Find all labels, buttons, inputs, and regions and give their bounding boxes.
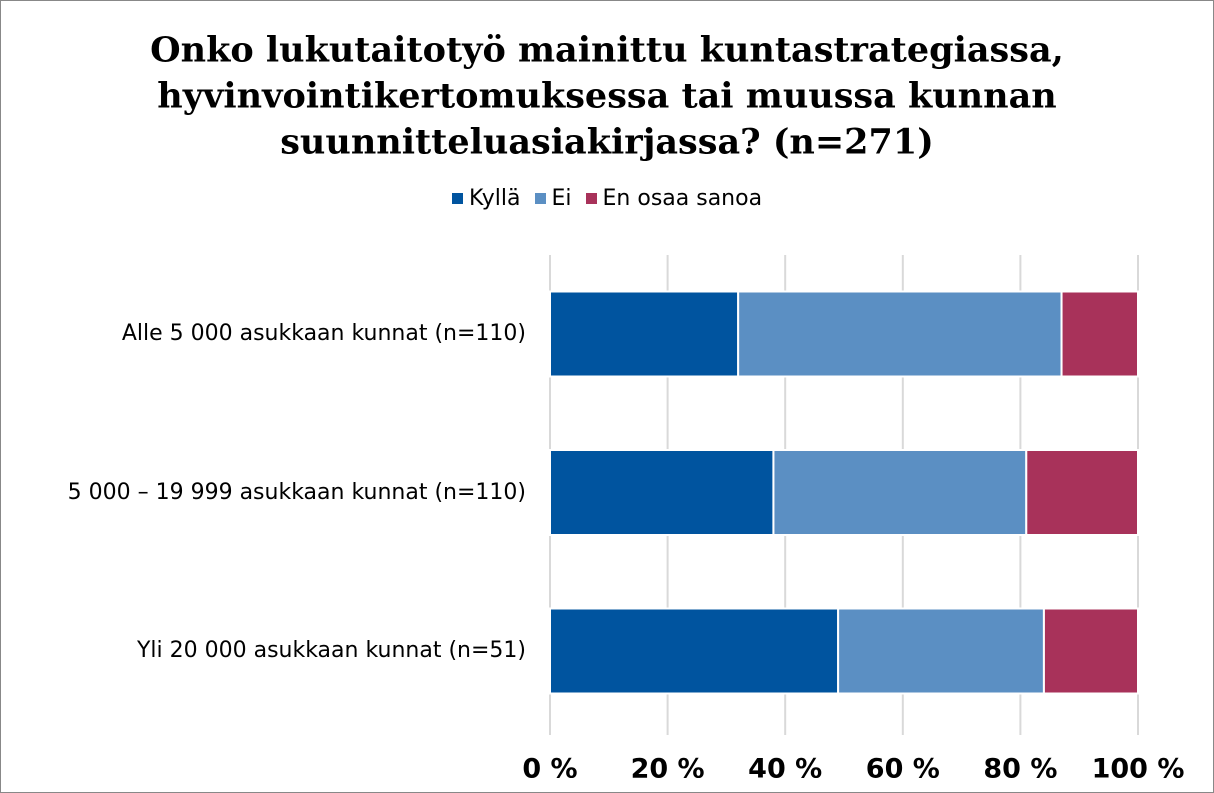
legend-swatch — [451, 193, 463, 204]
bar-segment — [549, 607, 840, 695]
legend-label: Kyllä — [468, 186, 521, 211]
chart-title: Onko lukutaitotyö mainittu kuntastrategi… — [150, 30, 1064, 71]
legend-swatch — [585, 193, 597, 204]
legend-label: Ei — [551, 186, 572, 211]
chart-title: suunnitteluasiakirjassa? (n=271) — [280, 122, 934, 163]
chart-title: hyvinvointikertomuksessa tai muussa kunn… — [157, 76, 1056, 117]
y-tick-label: Alle 5 000 asukkaan kunnat (n=110) — [121, 321, 526, 346]
bar-segment — [1042, 607, 1140, 695]
legend-item: Ei — [534, 186, 572, 211]
x-tick-label: 60 % — [866, 754, 940, 785]
y-tick-label: Yli 20 000 asukkaan kunnat (n=51) — [136, 638, 526, 663]
legend-item: En osaa sanoa — [585, 186, 763, 211]
bar-segment — [1060, 290, 1140, 378]
y-tick-label: 5 000 – 19 999 asukkaan kunnat (n=110) — [67, 479, 526, 505]
y-tick-label-box: 5 000 – 19 999 asukkaan kunnat (n=110) — [6, 448, 526, 538]
bar-segment — [737, 290, 1063, 378]
x-tick-label: 80 % — [983, 754, 1057, 785]
x-tick-label: 40 % — [748, 754, 822, 785]
y-tick-label-box: Alle 5 000 asukkaan kunnat (n=110) — [6, 289, 526, 379]
legend: Kyllä Ei En osaa sanoa — [0, 186, 1214, 211]
legend-item: Kyllä — [451, 186, 521, 211]
x-tick-label: 20 % — [631, 754, 705, 785]
legend-label: En osaa sanoa — [602, 186, 763, 211]
bar-segment — [1025, 449, 1140, 536]
bar-segment — [772, 449, 1028, 536]
x-tick-label: 0 % — [522, 754, 577, 785]
legend-swatch — [534, 193, 546, 204]
y-tick-label-box: Yli 20 000 asukkaan kunnat (n=51) — [6, 606, 526, 696]
bar-segment — [549, 449, 775, 536]
bar-segment — [837, 607, 1045, 695]
bar-segment — [549, 290, 740, 378]
x-tick-label: 100 % — [1092, 754, 1185, 785]
